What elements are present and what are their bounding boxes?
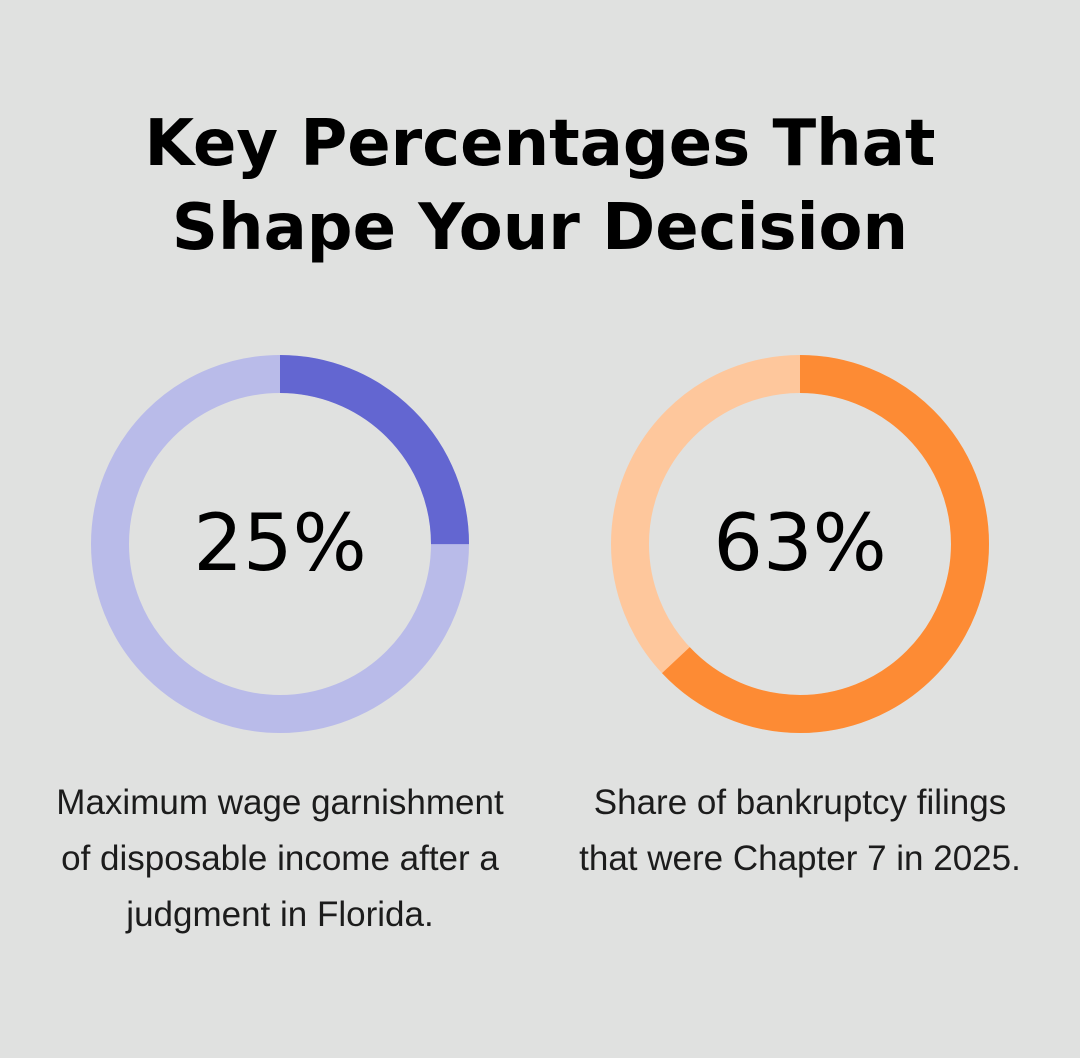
donut-fill-segment bbox=[611, 355, 989, 733]
caption-chapter7: Share of bankruptcy filings that were Ch… bbox=[579, 783, 1021, 878]
percentage-label: 63% bbox=[713, 499, 886, 589]
donut-chart-chapter7: 63% bbox=[611, 355, 989, 733]
title-line-1: Key Percentages That bbox=[144, 107, 936, 181]
donut-svg-chapter7: 63% bbox=[611, 355, 989, 733]
donut-chart-garnishment: 25% bbox=[91, 355, 469, 733]
title-line-2: Shape Your Decision bbox=[171, 191, 909, 265]
percentage-label: 25% bbox=[193, 499, 366, 589]
donut-fill-segment bbox=[91, 355, 469, 733]
caption-garnishment: Maximum wage garnishment of disposable i… bbox=[56, 783, 504, 934]
donut-svg-garnishment: 25% bbox=[91, 355, 469, 733]
page-title: Key Percentages That Shape Your Decision bbox=[0, 102, 1080, 270]
